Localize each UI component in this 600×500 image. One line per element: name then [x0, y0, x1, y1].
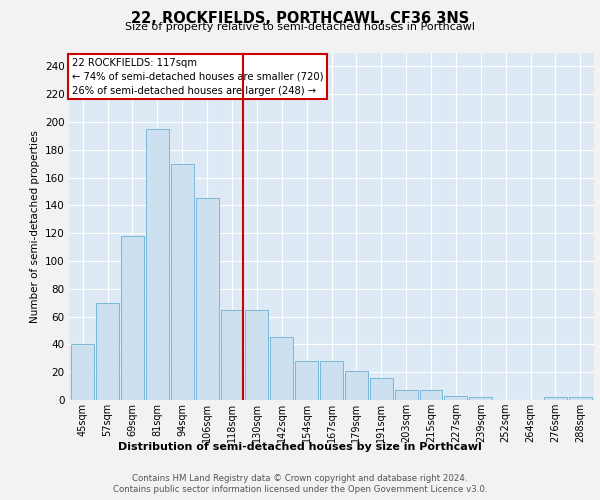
Bar [544, 397, 567, 400]
Text: 22, ROCKFIELDS, PORTHCAWL, CF36 3NS: 22, ROCKFIELDS, PORTHCAWL, CF36 3NS [131, 11, 469, 26]
Bar [445, 396, 467, 400]
Text: Distribution of semi-detached houses by size in Porthcawl: Distribution of semi-detached houses by … [118, 442, 482, 452]
Text: Contains public sector information licensed under the Open Government Licence v3: Contains public sector information licen… [113, 485, 487, 494]
Text: 22 ROCKFIELDS: 117sqm
← 74% of semi-detached houses are smaller (720)
26% of sem: 22 ROCKFIELDS: 117sqm ← 74% of semi-deta… [71, 58, 323, 96]
Bar [96, 302, 119, 400]
Bar [146, 129, 169, 400]
Text: Size of property relative to semi-detached houses in Porthcawl: Size of property relative to semi-detach… [125, 22, 475, 32]
Bar [370, 378, 393, 400]
Bar [469, 397, 492, 400]
Bar [171, 164, 194, 400]
Bar [419, 390, 442, 400]
Bar [395, 390, 418, 400]
Bar [121, 236, 144, 400]
Bar [320, 361, 343, 400]
Y-axis label: Number of semi-detached properties: Number of semi-detached properties [29, 130, 40, 322]
Bar [345, 371, 368, 400]
Text: Contains HM Land Registry data © Crown copyright and database right 2024.: Contains HM Land Registry data © Crown c… [132, 474, 468, 483]
Bar [295, 361, 318, 400]
Bar [221, 310, 244, 400]
Bar [569, 397, 592, 400]
Bar [71, 344, 94, 400]
Bar [270, 338, 293, 400]
Bar [245, 310, 268, 400]
Bar [196, 198, 218, 400]
